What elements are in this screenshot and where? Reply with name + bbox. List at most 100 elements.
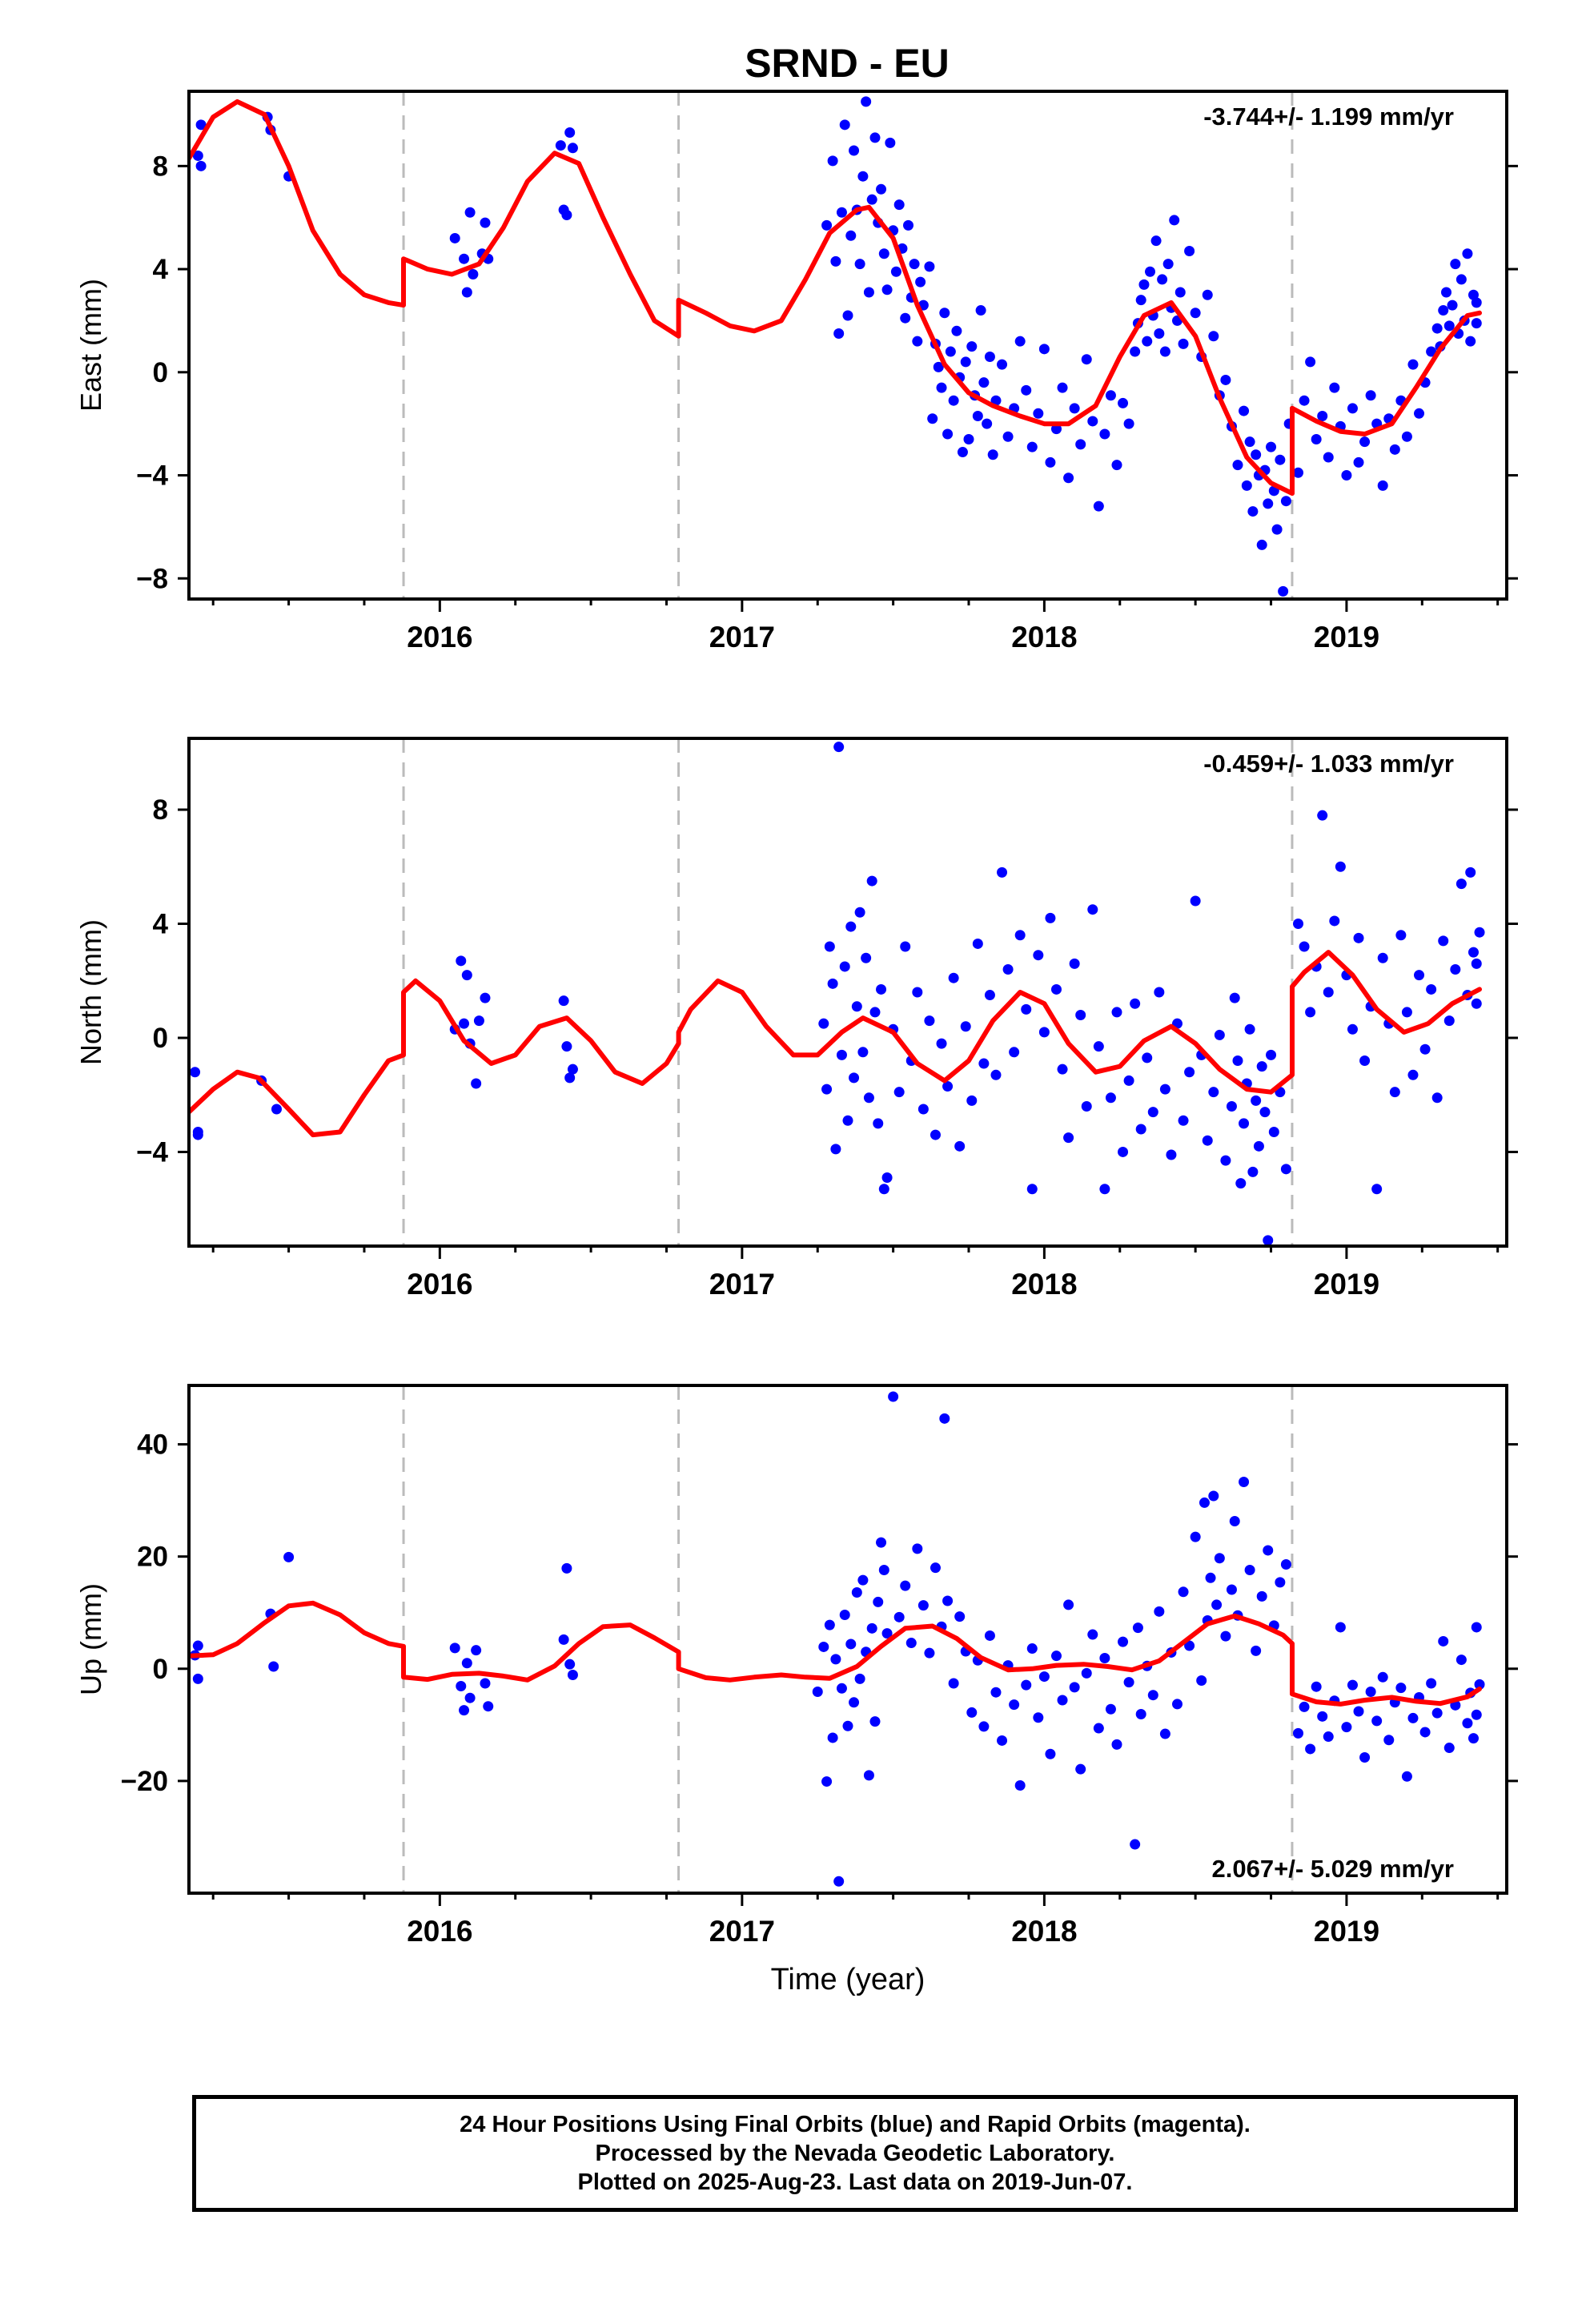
north-point: [869, 1007, 881, 1018]
north-point: [1471, 958, 1482, 969]
east-point: [1239, 405, 1250, 416]
north-model-line: [189, 950, 1482, 1138]
up-xlabel: Time (year): [771, 1963, 926, 1996]
east-point: [1169, 215, 1180, 226]
east-point: [1438, 305, 1449, 316]
east-xtick-label: 2019: [1314, 621, 1379, 653]
up-point: [942, 1595, 954, 1606]
east-point: [1341, 470, 1352, 481]
north-xtick-label: 2017: [709, 1268, 775, 1301]
east-point: [900, 312, 911, 324]
east-point: [1159, 346, 1170, 357]
north-point: [561, 1041, 572, 1052]
north-point: [1105, 1092, 1116, 1104]
east-point: [1256, 539, 1267, 550]
up-point: [1069, 1682, 1080, 1693]
up-point: [827, 1732, 838, 1743]
up-ytick-label: 20: [137, 1542, 168, 1573]
north-point: [1118, 1146, 1129, 1157]
north-point: [827, 978, 838, 989]
east-point: [836, 207, 847, 218]
east-point: [1389, 444, 1400, 455]
east-xtick-label: 2016: [407, 621, 472, 653]
north-point: [1063, 1132, 1074, 1144]
up-point: [1456, 1655, 1467, 1666]
east-point: [192, 150, 203, 161]
up-point: [1383, 1735, 1395, 1746]
north-point: [1050, 983, 1062, 995]
north-point: [461, 970, 472, 981]
up-point: [1130, 1839, 1141, 1850]
east-point: [1305, 356, 1316, 368]
up-point: [818, 1641, 829, 1652]
north-point: [833, 742, 845, 753]
north-point: [978, 1058, 990, 1069]
up-point: [912, 1543, 923, 1554]
east-point: [1220, 374, 1231, 385]
north-point: [1038, 1027, 1050, 1038]
north-point: [1377, 952, 1388, 963]
north-point: [1474, 927, 1485, 938]
up-point: [1026, 1643, 1038, 1655]
north-point: [930, 1129, 941, 1140]
north-point: [1184, 1067, 1195, 1078]
east-point: [975, 305, 986, 316]
footer-line-1: 24 Hour Positions Using Final Orbits (bl…: [460, 2112, 1251, 2137]
north-point: [851, 1001, 862, 1012]
north-point: [1069, 958, 1080, 969]
east-point: [957, 447, 968, 458]
north-point: [1045, 912, 1056, 923]
north-point: [984, 990, 995, 1001]
east-point: [555, 140, 566, 151]
up-point: [461, 1658, 472, 1669]
up-point: [984, 1630, 995, 1641]
east-ytick-label: 4: [153, 254, 169, 285]
east-model-line: [189, 99, 1482, 497]
east-point: [854, 259, 865, 270]
up-point: [1335, 1622, 1346, 1633]
up-point: [857, 1574, 869, 1586]
east-point: [1414, 408, 1425, 419]
north-point: [1443, 1015, 1455, 1027]
up-point: [1431, 1707, 1443, 1719]
north-point: [1305, 1007, 1316, 1018]
up-panel: −20 0 20 40 2016 2017 2018 2019 Up (mm) Time (yea…: [74, 1384, 1518, 1996]
up-point: [1311, 1681, 1322, 1692]
up-point: [849, 1697, 860, 1708]
north-point: [942, 1081, 954, 1092]
north-point: [966, 1095, 978, 1106]
north-point: [1389, 1087, 1400, 1098]
north-point: [839, 961, 850, 972]
up-point: [1063, 1599, 1074, 1610]
east-point: [1241, 480, 1252, 491]
north-point: [1247, 1166, 1259, 1177]
up-point: [851, 1587, 862, 1598]
east-point: [878, 248, 889, 259]
north-point: [1130, 998, 1141, 1009]
north-point: [480, 992, 491, 1003]
east-ylabel: East (mm): [74, 279, 107, 412]
east-point: [821, 219, 833, 231]
east-point: [863, 287, 874, 298]
east-point: [833, 328, 845, 340]
north-point: [1251, 1095, 1262, 1106]
east-point: [912, 336, 923, 347]
up-point: [1087, 1629, 1098, 1640]
north-point: [1293, 919, 1304, 930]
up-point: [821, 1776, 833, 1787]
north-point: [192, 1127, 203, 1138]
north-point: [1135, 1124, 1146, 1135]
up-point: [1365, 1687, 1376, 1698]
east-point: [1323, 452, 1334, 463]
east-point: [1184, 246, 1195, 257]
north-point: [1033, 950, 1044, 961]
east-point: [1329, 382, 1340, 393]
up-point: [1214, 1553, 1225, 1564]
north-point: [1438, 935, 1449, 947]
north-point: [473, 1015, 484, 1027]
up-point: [878, 1564, 889, 1575]
north-point: [1208, 1087, 1219, 1098]
north-frame: [187, 737, 1508, 1248]
east-point: [827, 155, 838, 167]
east-point: [1157, 274, 1168, 285]
